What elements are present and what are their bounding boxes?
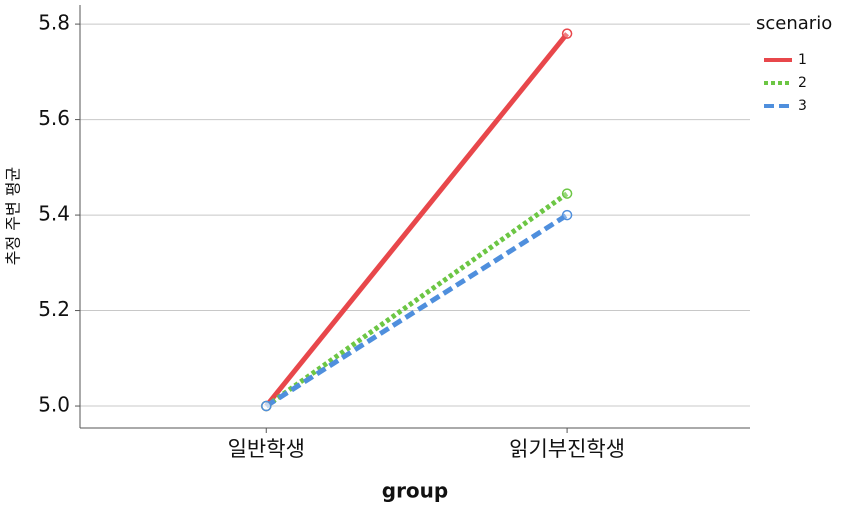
x-tick-label: 일반학생 <box>228 437 305 461</box>
legend-label: 1 <box>798 52 807 68</box>
y-tick-label: 5.6 <box>38 106 70 130</box>
y-tick-label: 5.0 <box>38 393 70 417</box>
x-tick-label: 읽기부진학생 <box>509 437 625 461</box>
legend-label: 2 <box>798 75 807 91</box>
legend-title: scenario <box>756 13 832 34</box>
point-marker <box>561 188 573 199</box>
series-line <box>264 191 569 409</box>
point-marker <box>261 400 272 412</box>
y-axis-title: 추정 주변 평균 <box>4 167 23 266</box>
y-tick-label: 5.2 <box>38 297 70 321</box>
series-line <box>264 32 570 408</box>
legend-label: 3 <box>798 98 807 114</box>
y-tick-label: 5.8 <box>38 11 70 35</box>
y-tick-label: 5.4 <box>38 202 70 226</box>
point-marker <box>561 28 573 39</box>
point-marker <box>561 209 573 221</box>
x-axis-title: group <box>382 479 448 503</box>
